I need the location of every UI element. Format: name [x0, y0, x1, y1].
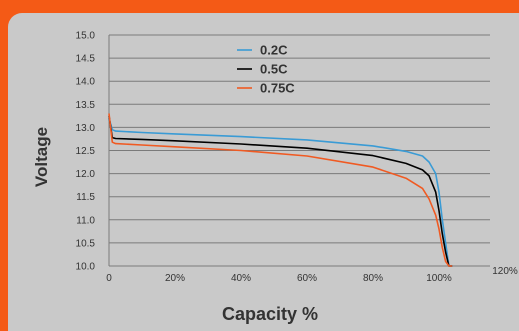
x-tick-label: 20%: [165, 273, 185, 284]
legend-label: 0.5C: [260, 62, 288, 77]
series-line-0.2C: [108, 117, 453, 267]
y-tick-label: 10.5: [76, 238, 96, 249]
x-axis-title: Capacity %: [222, 304, 318, 324]
y-tick-label: 10.0: [76, 262, 96, 273]
y-tick-label: 14.0: [76, 77, 96, 88]
y-tick-label: 12.5: [76, 146, 96, 157]
y-tick-label: 11.0: [76, 215, 95, 226]
series-line-0.75C: [108, 113, 453, 267]
y-tick-label: 15.0: [76, 31, 96, 42]
y-tick-label: 11.5: [76, 192, 95, 203]
y-tick-label: 12.0: [76, 169, 96, 180]
y-tick-label: 14.5: [76, 54, 96, 65]
x-tick-label: 80%: [363, 273, 383, 284]
x-tick-label: 120%: [492, 266, 518, 277]
x-tick-label: 0: [106, 273, 112, 284]
y-tick-label: 13.5: [76, 100, 96, 111]
series-line-0.5C: [108, 115, 453, 267]
legend-label: 0.75C: [260, 81, 295, 96]
y-tick-label: 13.0: [76, 123, 96, 134]
chart-panel: [8, 13, 519, 331]
x-tick-label: 40%: [231, 273, 251, 284]
x-tick-label: 100%: [426, 273, 452, 284]
x-tick-label: 60%: [297, 273, 317, 284]
y-axis-title: Voltage: [32, 127, 51, 187]
legend-label: 0.2C: [260, 43, 288, 58]
